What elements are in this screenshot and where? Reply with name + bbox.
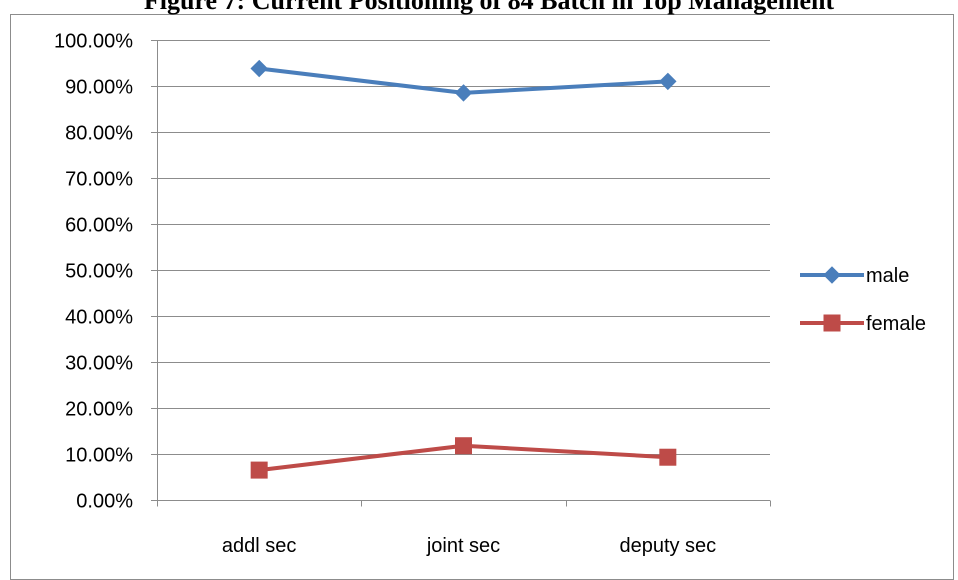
- y-tick-label: 30.00%: [65, 353, 133, 375]
- data-point-female: [659, 448, 677, 466]
- y-tick-label: 10.00%: [65, 445, 133, 467]
- legend: male female: [800, 265, 926, 335]
- legend-entry-male: male: [800, 265, 909, 287]
- data-point-female: [455, 437, 472, 455]
- y-tick-label: 40.00%: [65, 307, 133, 329]
- legend-marker: [823, 314, 841, 332]
- y-tick-label: 20.00%: [65, 399, 133, 421]
- y-tick-labels: 0.00% 10.00% 20.00% 30.00% 40.00% 50.00% 60.00…: [54, 31, 133, 513]
- series-lines: [250, 59, 677, 479]
- axes: [151, 40, 771, 507]
- data-point-male: [454, 84, 473, 102]
- data-point-female: [250, 461, 268, 479]
- x-tick-labels: addl sec joint sec deputy sec: [222, 535, 716, 557]
- y-tick-label: 70.00%: [65, 169, 133, 191]
- y-tick-label: 50.00%: [65, 261, 133, 283]
- x-tick-label: deputy sec: [619, 535, 716, 557]
- y-tick-label: 0.00%: [76, 491, 133, 513]
- legend-entry-female: female: [800, 313, 926, 335]
- legend-label: female: [866, 313, 926, 335]
- data-point-male: [659, 72, 677, 91]
- legend-label: male: [866, 265, 909, 287]
- y-tick-label: 60.00%: [65, 215, 133, 237]
- y-tick-label: 90.00%: [65, 77, 133, 99]
- chart-title: Figure 7: Current Positioning of 84 Batc…: [144, 0, 835, 15]
- data-point-male: [250, 59, 268, 78]
- x-tick-label: addl sec: [222, 535, 297, 557]
- y-tick-label: 100.00%: [54, 31, 133, 53]
- y-tick-label: 80.00%: [65, 123, 133, 145]
- chart-frame: [10, 14, 954, 580]
- legend-marker: [823, 266, 841, 284]
- x-tick-label: joint sec: [426, 535, 500, 557]
